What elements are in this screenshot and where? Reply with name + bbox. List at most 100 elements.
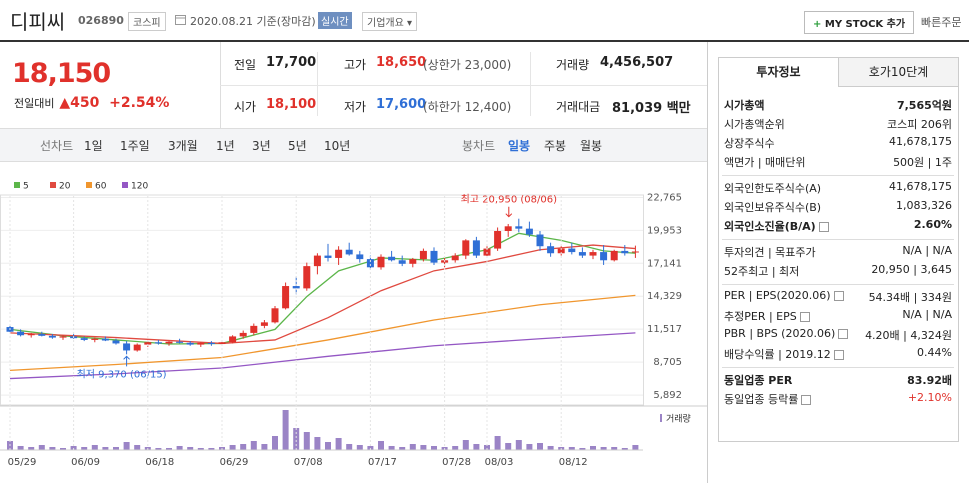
side-value: 41,678,175 <box>889 135 952 148</box>
x-tick-label: 06/18 <box>145 457 174 468</box>
summary-label: 고가 <box>344 58 367 72</box>
candle-body <box>186 342 194 345</box>
candle-period-button[interactable]: 일봉 <box>508 139 531 153</box>
side-label: 투자의견 | 목표주가 <box>724 246 816 259</box>
volume-bar <box>123 442 130 450</box>
tab[interactable]: 호가10단계 <box>838 57 959 87</box>
help-icon[interactable] <box>801 395 812 405</box>
candle-body <box>472 240 480 256</box>
calendar-icon <box>175 15 186 25</box>
quick-order[interactable]: 빠른주문 <box>921 16 962 29</box>
y-tick-label: 8,705 <box>653 357 682 368</box>
candle-body <box>282 286 290 309</box>
side-value: +2.10% <box>907 391 952 404</box>
volume-bar <box>28 447 35 450</box>
volume-bar <box>49 447 56 450</box>
change-rate: +2.54% <box>109 95 170 111</box>
period-button[interactable]: 1주일 <box>120 139 150 153</box>
volume-bar <box>399 447 406 450</box>
stock-code: 026890 <box>78 14 124 27</box>
help-icon[interactable] <box>838 329 849 339</box>
y-tick-label: 17,141 <box>647 258 682 269</box>
candle-period-button[interactable]: 주봉 <box>544 139 567 153</box>
volume-bar <box>409 444 416 450</box>
side-value: 4.20배 | 4,324원 <box>865 329 952 342</box>
help-icon[interactable] <box>818 222 829 232</box>
stock-name: 디피씨 <box>10 10 66 34</box>
change-label: 전일대비 <box>14 97 55 110</box>
candle-body <box>547 246 555 254</box>
volume-bar <box>600 447 607 450</box>
period-button[interactable]: 1년 <box>216 139 235 153</box>
candle-body <box>250 325 258 333</box>
candle-period-button[interactable]: 월봉 <box>580 139 603 153</box>
help-icon[interactable] <box>833 291 844 301</box>
volume-bar <box>134 445 141 450</box>
volume-bar <box>505 443 512 450</box>
volume-bar <box>420 445 427 450</box>
candle-body <box>557 248 565 254</box>
volume-bar <box>208 448 215 450</box>
candle-body <box>419 250 427 260</box>
candle-chart-label: 봉차트 <box>462 139 496 153</box>
company-info-button[interactable]: 기업개요 ▾ <box>362 12 418 31</box>
volume-bar <box>282 410 289 450</box>
volume-bar <box>621 448 628 450</box>
period-button[interactable]: 3개월 <box>168 139 198 153</box>
summary-value: 17,700 <box>266 55 317 70</box>
summary-label: 전일 <box>234 58 257 72</box>
volume-bar <box>113 447 119 450</box>
summary-note: (상한가 23,000) <box>423 58 512 72</box>
side-value: 2.60% <box>913 218 952 231</box>
candle-body <box>101 338 109 341</box>
high-arrow <box>505 206 513 218</box>
period-button[interactable]: 1일 <box>84 139 103 153</box>
summary-value: 18,100 <box>266 97 317 112</box>
candle-body <box>366 259 374 268</box>
help-icon[interactable] <box>833 350 844 360</box>
side-label: 시가총액 <box>724 99 765 112</box>
side-row: 52주최고 | 최저 20,950 | 3,645 <box>724 263 952 281</box>
side-value: 코스피 206위 <box>887 118 952 131</box>
divider <box>220 85 707 86</box>
divider <box>317 52 318 116</box>
period-button[interactable]: 3년 <box>252 139 271 153</box>
side-value: 500원 | 1주 <box>893 156 952 169</box>
side-value: 0.44% <box>917 346 952 359</box>
candle-body <box>38 334 46 336</box>
side-label: PBR | BPS (2020.06) <box>724 327 836 340</box>
volume-bar <box>335 438 342 450</box>
y-tick-label: 5,892 <box>653 390 682 401</box>
side-row: 외국인보유주식수(B) 1,083,326 <box>724 199 952 217</box>
side-label: 동일업종 등락률 <box>724 393 799 406</box>
help-icon[interactable] <box>799 312 810 322</box>
tab-active[interactable]: 투자정보 <box>718 57 839 86</box>
high-annotation: 최고 20,950 (08/06) <box>461 194 557 206</box>
chart: 5,892 8,705 11,517 14,329 17,141 19,953 22,765… <box>0 182 707 468</box>
summary-label: 거래량 <box>556 58 590 72</box>
volume-bar <box>611 447 618 450</box>
y-tick-label: 11,517 <box>647 324 682 335</box>
candle-body <box>27 334 35 336</box>
period-button[interactable]: 10년 <box>324 139 351 153</box>
volume-legend-swatch <box>660 414 662 422</box>
volume-bar <box>346 444 353 450</box>
my-stock-button[interactable]: + MY STOCK 추가 <box>804 11 915 34</box>
summary-value: 4,456,507 <box>600 55 674 70</box>
candle-body <box>504 226 512 231</box>
volume-bar <box>166 448 172 450</box>
side-value: 1,083,326 <box>896 199 952 212</box>
period-button[interactable]: 5년 <box>288 139 307 153</box>
ma-line <box>9 332 636 380</box>
side-row: PER | EPS(2020.06) 54.34배 | 334원 <box>724 289 952 307</box>
candle-body <box>80 338 88 340</box>
legend-label: 120 <box>131 182 148 192</box>
x-tick-label: 06/29 <box>220 457 249 468</box>
candle-body <box>123 343 131 351</box>
realtime-button[interactable]: 실시간 <box>318 12 352 29</box>
summary-note: (하한가 12,400) <box>423 100 512 114</box>
legend-label: 20 <box>59 182 71 192</box>
volume-bar <box>303 432 310 450</box>
y-tick-label: 19,953 <box>647 225 682 236</box>
